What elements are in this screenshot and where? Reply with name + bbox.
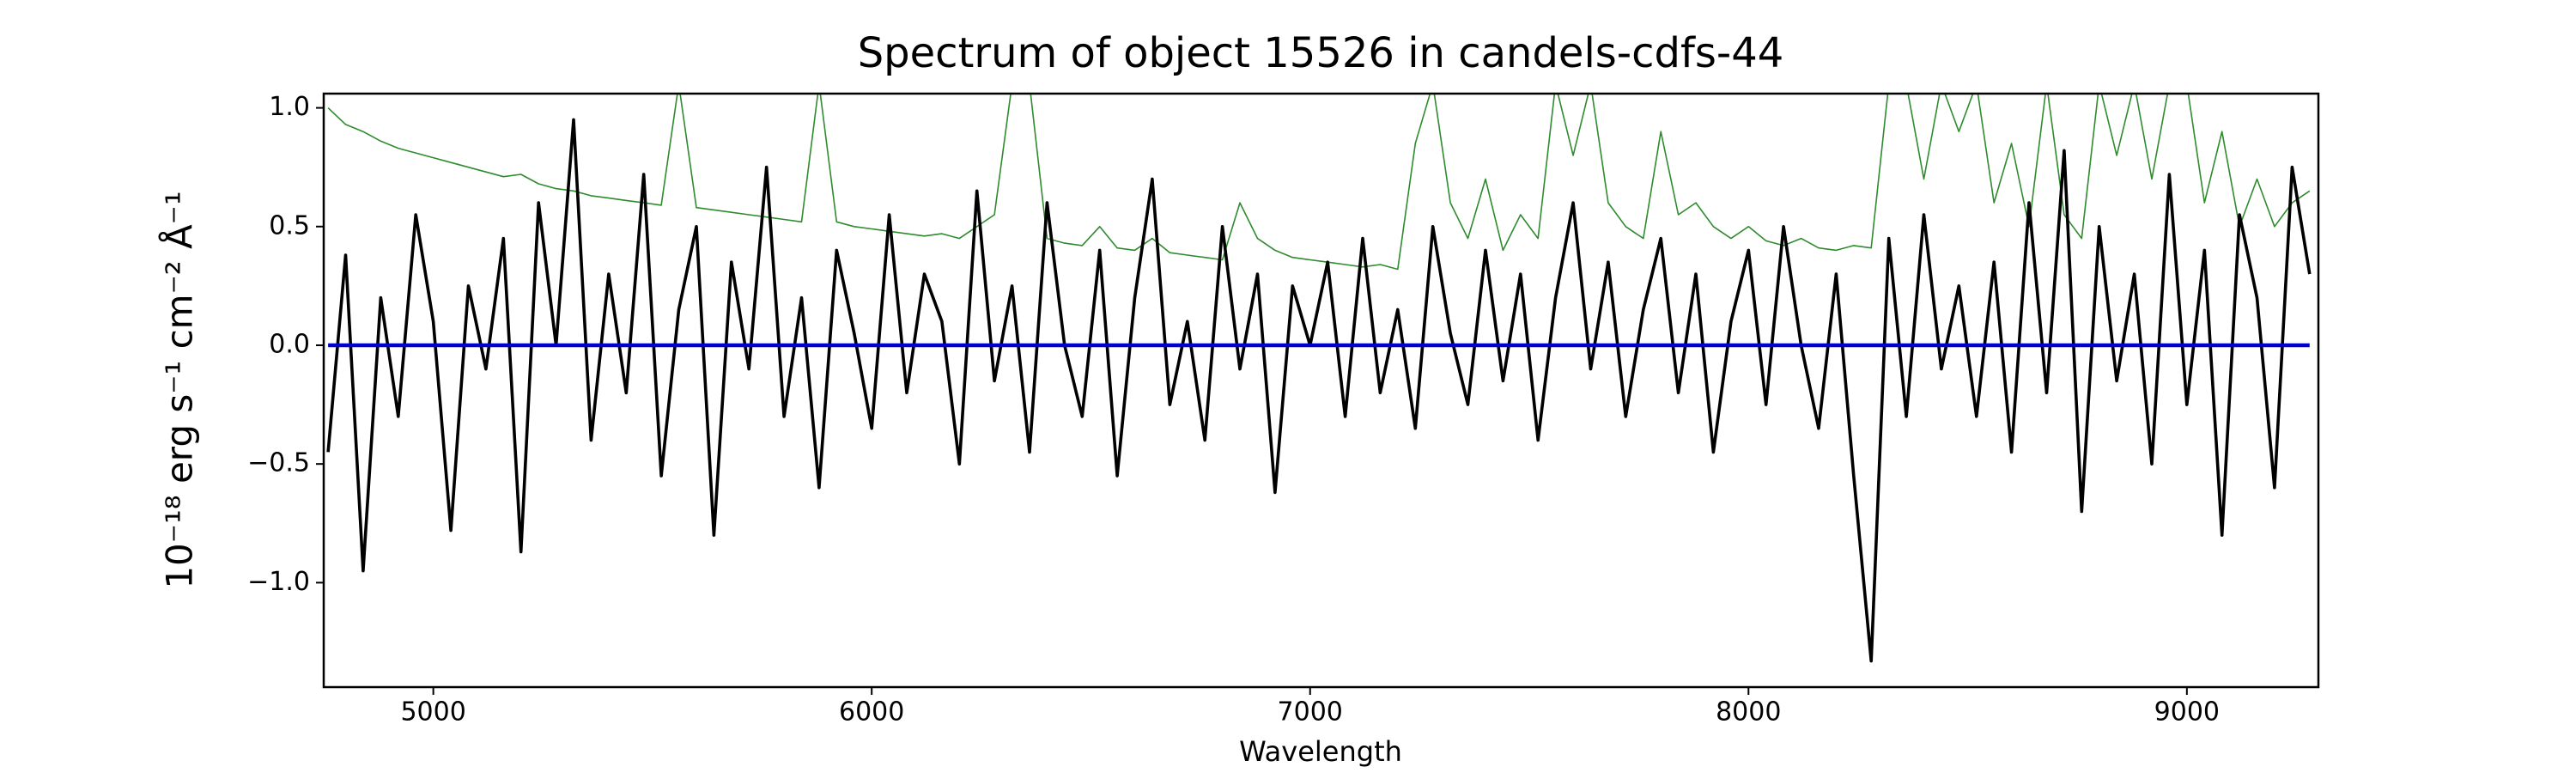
y-tick-label: −1.0: [247, 567, 310, 597]
x-tick-label: 6000: [839, 697, 904, 727]
x-tick-label: 7000: [1278, 697, 1343, 727]
plot-area: [326, 94, 2312, 663]
x-tick-label: 9000: [2154, 697, 2220, 727]
spectrum-line: [326, 118, 2312, 663]
chart-title: Spectrum of object 15526 in candels-cdfs…: [858, 29, 1784, 77]
x-tick-label: 5000: [400, 697, 465, 727]
x-tick-label: 8000: [1716, 697, 1781, 727]
y-axis-label: 10⁻¹⁸ erg s⁻¹ cm⁻² Å⁻¹: [158, 191, 201, 588]
y-tick-label: 0.5: [269, 210, 310, 240]
y-tick-label: 1.0: [269, 92, 310, 122]
spectrum-line: [327, 94, 2311, 271]
y-tick-label: 0.0: [269, 329, 310, 359]
plot-frame: [322, 92, 2320, 689]
x-axis-label: Wavelength: [1239, 735, 1402, 768]
y-tick-label: −0.5: [247, 448, 310, 478]
